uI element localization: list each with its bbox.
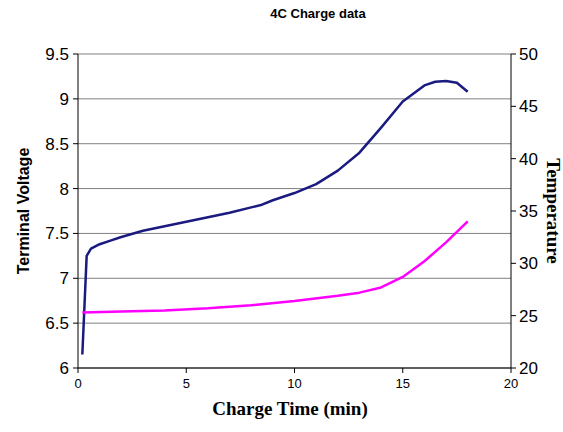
y-tick <box>73 278 78 279</box>
x-tick <box>402 368 403 373</box>
y-tick-label: 6 <box>60 359 69 378</box>
x-tick-label: 5 <box>183 376 190 391</box>
y2-tick <box>511 263 516 264</box>
y2-tick-label: 40 <box>519 150 538 169</box>
x-tick-label: 15 <box>396 376 410 391</box>
y2-tick <box>511 211 516 212</box>
y-tick-label: 6.5 <box>45 314 69 333</box>
chart-title: 4C Charge data <box>270 6 366 21</box>
y2-tick-label: 35 <box>519 202 538 221</box>
x-tick-label: 10 <box>287 376 301 391</box>
y2-tick <box>511 54 516 55</box>
x-tick-label: 20 <box>504 376 518 391</box>
y-tick <box>73 54 78 55</box>
grid-line <box>78 188 511 189</box>
grid-line <box>78 323 511 324</box>
y-tick <box>73 143 78 144</box>
grid-line <box>78 233 511 234</box>
x-tick <box>78 368 79 373</box>
grid-line <box>78 368 511 369</box>
y-tick <box>73 368 78 369</box>
grid-line <box>78 278 511 279</box>
y-tick <box>73 188 78 189</box>
y-tick <box>73 233 78 234</box>
y-tick <box>73 98 78 99</box>
x-tick-label: 0 <box>74 376 81 391</box>
x-axis <box>78 368 511 369</box>
y-tick-label: 8.5 <box>45 135 69 154</box>
y2-tick <box>511 315 516 316</box>
y-tick-label: 9 <box>60 90 69 109</box>
chart: 6 6.5 7 7.5 8 8.5 9 9.5 20 25 30 35 40 45 50 0 5 10 15 20 4C… <box>0 0 563 432</box>
x-tick <box>294 368 295 373</box>
grid-line <box>78 143 511 144</box>
y-tick-label: 7.5 <box>45 224 69 243</box>
x-tick <box>511 368 512 373</box>
y-tick <box>73 323 78 324</box>
y2-axis-label: Temperature <box>543 158 563 264</box>
y2-axis <box>511 54 512 368</box>
y-axis <box>78 54 79 368</box>
y-axis-label: Terminal Voltage <box>15 148 32 275</box>
y2-tick-label: 20 <box>519 359 538 378</box>
y-tick-label: 8 <box>60 180 69 199</box>
grid-line <box>78 98 511 99</box>
series-line <box>82 81 467 355</box>
y2-tick-label: 25 <box>519 307 538 326</box>
grid-line <box>78 54 511 55</box>
y2-tick <box>511 106 516 107</box>
x-axis-label: Charge Time (min) <box>212 398 368 420</box>
y-tick-label: 9.5 <box>45 45 69 64</box>
plot-area <box>82 81 467 355</box>
x-tick <box>186 368 187 373</box>
y2-tick <box>511 368 516 369</box>
series-line <box>82 221 467 312</box>
y2-tick-label: 50 <box>519 45 538 64</box>
y-tick-label: 7 <box>60 269 69 288</box>
y2-tick <box>511 158 516 159</box>
y2-tick-label: 30 <box>519 254 538 273</box>
y2-tick-label: 45 <box>519 97 538 116</box>
